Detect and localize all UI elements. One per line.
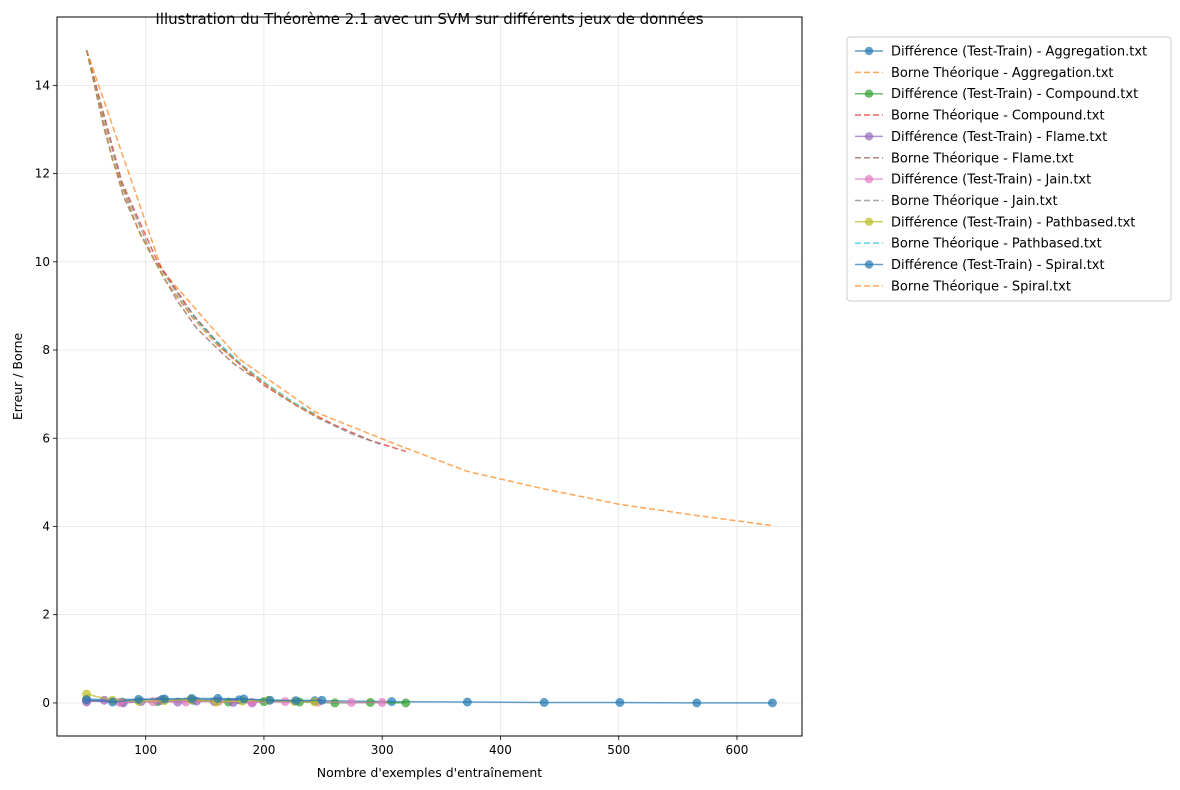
y-tick-label: 4 bbox=[42, 519, 50, 533]
legend-label: Différence (Test-Train) - Pathbased.txt bbox=[891, 215, 1135, 230]
y-tick-label: 6 bbox=[42, 431, 50, 445]
y-axis-label: Erreur / Borne bbox=[10, 333, 25, 421]
x-tick-label: 600 bbox=[726, 743, 749, 757]
legend-label: Borne Théorique - Flame.txt bbox=[891, 151, 1074, 166]
legend-label: Différence (Test-Train) - Aggregation.tx… bbox=[891, 45, 1147, 60]
legend-label: Borne Théorique - Jain.txt bbox=[891, 194, 1058, 209]
data-point bbox=[767, 698, 777, 708]
legend-entry: Différence (Test-Train) - Aggregation.tx… bbox=[855, 45, 1147, 60]
data-point bbox=[692, 698, 702, 708]
x-tick-label: 500 bbox=[607, 743, 630, 757]
data-point bbox=[82, 695, 92, 705]
x-tick-label: 300 bbox=[371, 743, 394, 757]
data-point bbox=[160, 694, 170, 704]
bound-line bbox=[85, 49, 316, 415]
data-point bbox=[291, 696, 301, 706]
x-tick-label: 400 bbox=[489, 743, 512, 757]
legend-entry: Borne Théorique - Aggregation.txt bbox=[855, 66, 1114, 81]
data-point bbox=[401, 698, 411, 708]
bound-series-7 bbox=[85, 49, 383, 446]
legend-entry: Différence (Test-Train) - Compound.txt bbox=[855, 87, 1138, 102]
bound-series-9 bbox=[85, 49, 316, 415]
legend: Différence (Test-Train) - Aggregation.tx… bbox=[846, 36, 1172, 302]
x-axis-label: Nombre d'exemples d'entraînement bbox=[317, 765, 543, 780]
grid bbox=[57, 17, 802, 736]
y-tick-label: 0 bbox=[42, 696, 50, 710]
legend-frame bbox=[846, 36, 1172, 302]
data-point bbox=[134, 694, 144, 704]
diff-line bbox=[86, 697, 322, 703]
legend-label: Borne Théorique - Spiral.txt bbox=[891, 279, 1071, 294]
chart-title: Illustration du Théorème 2.1 avec un SVM… bbox=[155, 10, 703, 28]
y-tick-label: 2 bbox=[42, 608, 50, 622]
data-point bbox=[387, 697, 397, 707]
legend-entry: Borne Théorique - Flame.txt bbox=[855, 151, 1074, 166]
bound-line bbox=[85, 49, 773, 527]
bound-series-1 bbox=[85, 49, 773, 527]
y-tick-label: 12 bbox=[35, 167, 50, 181]
legend-entry: Borne Théorique - Pathbased.txt bbox=[855, 237, 1102, 252]
legend-entry: Borne Théorique - Jain.txt bbox=[855, 194, 1058, 209]
data-point bbox=[462, 697, 472, 707]
y-tick-label: 8 bbox=[42, 343, 50, 357]
legend-label: Borne Théorique - Compound.txt bbox=[891, 109, 1105, 124]
bound-line bbox=[85, 49, 323, 420]
legend-marker bbox=[864, 217, 874, 226]
legend-marker bbox=[864, 89, 874, 98]
data-point bbox=[615, 698, 625, 707]
plot-area-frame bbox=[56, 16, 803, 737]
data-point bbox=[239, 694, 249, 704]
data-point bbox=[539, 698, 549, 707]
bound-series-11 bbox=[85, 49, 323, 420]
x-tick-label: 100 bbox=[134, 743, 157, 757]
bound-line bbox=[85, 49, 383, 446]
legend-label: Borne Théorique - Aggregation.txt bbox=[891, 66, 1114, 81]
data-point bbox=[187, 694, 197, 703]
legend-entry: Différence (Test-Train) - Flame.txt bbox=[855, 130, 1107, 145]
legend-entry: Différence (Test-Train) - Spiral.txt bbox=[855, 258, 1105, 273]
legend-label: Différence (Test-Train) - Compound.txt bbox=[891, 87, 1138, 102]
x-tick-label: 200 bbox=[252, 743, 275, 757]
legend-marker bbox=[864, 260, 874, 269]
legend-marker bbox=[864, 174, 874, 184]
legend-label: Différence (Test-Train) - Jain.txt bbox=[891, 173, 1091, 188]
plot-series bbox=[82, 49, 777, 708]
data-point bbox=[377, 698, 387, 707]
y-tick-label: 14 bbox=[35, 78, 50, 92]
y-tick-label: 10 bbox=[35, 255, 50, 269]
data-point bbox=[265, 695, 275, 705]
legend-entry: Différence (Test-Train) - Jain.txt bbox=[855, 173, 1091, 188]
legend-label: Différence (Test-Train) - Flame.txt bbox=[891, 130, 1107, 145]
diff-series-10 bbox=[82, 694, 327, 707]
axis-ticks: 100 200 300 400 500 600 0 2 4 6 8 10 12 14 bbox=[35, 78, 749, 757]
legend-marker bbox=[864, 46, 874, 56]
data-point bbox=[108, 697, 118, 707]
data-point bbox=[347, 698, 356, 707]
data-point bbox=[213, 694, 223, 703]
legend-entry: Borne Théorique - Compound.txt bbox=[855, 109, 1105, 124]
legend-entry: Borne Théorique - Spiral.txt bbox=[855, 279, 1071, 294]
legend-label: Différence (Test-Train) - Spiral.txt bbox=[891, 258, 1105, 273]
legend-marker bbox=[864, 132, 874, 141]
legend-label: Borne Théorique - Pathbased.txt bbox=[891, 237, 1102, 252]
legend-entry: Différence (Test-Train) - Pathbased.txt bbox=[855, 215, 1135, 230]
data-point bbox=[317, 695, 327, 705]
